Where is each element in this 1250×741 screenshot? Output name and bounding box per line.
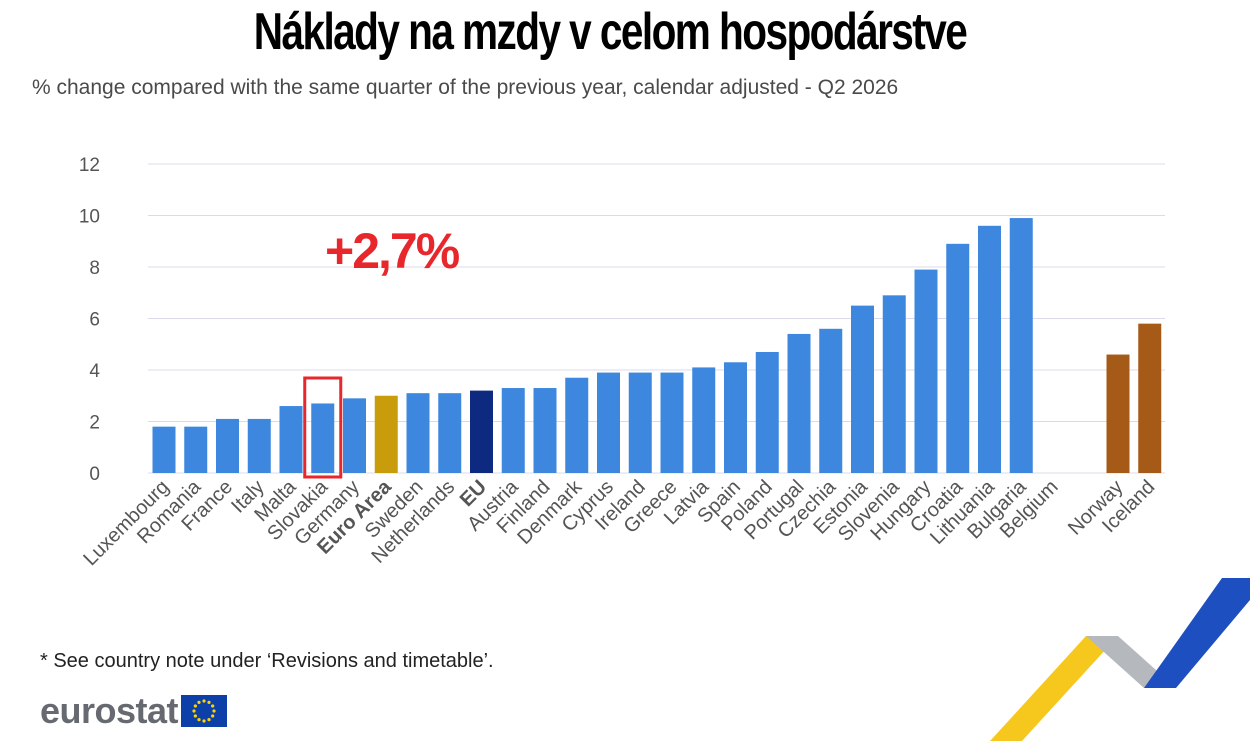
highlight-box (303, 376, 343, 479)
bar-norway (1106, 354, 1130, 473)
bar-spain (724, 362, 747, 473)
eurostat-logo: eurostat (40, 690, 228, 732)
flag-star (202, 699, 206, 703)
flag-star (193, 714, 197, 718)
bar-ireland (628, 372, 652, 473)
y-tick-label: 4 (89, 361, 100, 382)
flag-star (202, 719, 206, 723)
bar-germany (343, 398, 366, 473)
bars (152, 218, 1162, 473)
bar-chart: 0 2 4 6 8 10 12 LuxembourgRomaniaFranceItalyMa… (79, 155, 1165, 570)
y-tick-label: 8 (89, 258, 100, 279)
bar-italy (247, 418, 271, 473)
bar-austria (501, 388, 525, 473)
bar-lithuania (978, 225, 1001, 473)
bar-netherlands (438, 393, 462, 473)
bar-slovakia (311, 403, 335, 473)
bar-croatia (946, 243, 970, 473)
bar-greece (660, 372, 684, 473)
bar-estonia (851, 305, 874, 473)
annotations: +2,7% (303, 223, 462, 479)
decorative-swoosh-icon (990, 578, 1250, 741)
bar-portugal (787, 333, 811, 473)
bar-cyprus (597, 372, 620, 473)
y-tick-label: 10 (79, 207, 100, 228)
x-axis-labels: LuxembourgRomaniaFranceItalyMaltaSlovaki… (79, 475, 1159, 570)
flag-star (197, 718, 201, 722)
flag-star (197, 700, 201, 704)
y-tick-label: 0 (89, 464, 100, 485)
footnote: * See country note under ‘Revisions and … (40, 650, 494, 672)
chart-title: Náklady na mzdy v celom hospodárstve (253, 3, 968, 61)
flag-star (211, 714, 215, 718)
bar-sweden (406, 393, 430, 473)
bar-france (216, 418, 239, 473)
annotation-label: +2,7% (325, 223, 460, 279)
bar-czechia (819, 328, 843, 473)
bar-poland (755, 351, 779, 473)
bar-denmark (565, 377, 589, 473)
bar-malta (279, 406, 303, 473)
eu-flag-icon (181, 695, 228, 727)
logo-text: eurostat (40, 690, 179, 731)
flag-star (193, 704, 197, 708)
y-axis-ticks: 0 2 4 6 8 10 12 (79, 155, 101, 485)
chart-subtitle: % change compared with the same quarter … (32, 76, 899, 99)
bar-romania (184, 426, 208, 473)
bar-euro-area (374, 395, 398, 473)
bar-luxembourg (152, 426, 176, 473)
bar-latvia (692, 367, 716, 473)
flag-star (212, 709, 216, 713)
flag-star (211, 704, 215, 708)
bar-iceland (1138, 323, 1162, 473)
flag-star (192, 709, 196, 713)
y-tick-label: 6 (89, 310, 100, 331)
flag-star (207, 718, 211, 722)
bar-bulgaria (1009, 218, 1033, 473)
y-tick-label: 12 (79, 155, 100, 176)
bar-eu (470, 390, 493, 473)
flag-star (207, 700, 211, 704)
bar-finland (533, 388, 557, 473)
bar-slovenia (882, 295, 906, 473)
bar-hungary (914, 269, 938, 473)
y-tick-label: 2 (89, 413, 100, 434)
